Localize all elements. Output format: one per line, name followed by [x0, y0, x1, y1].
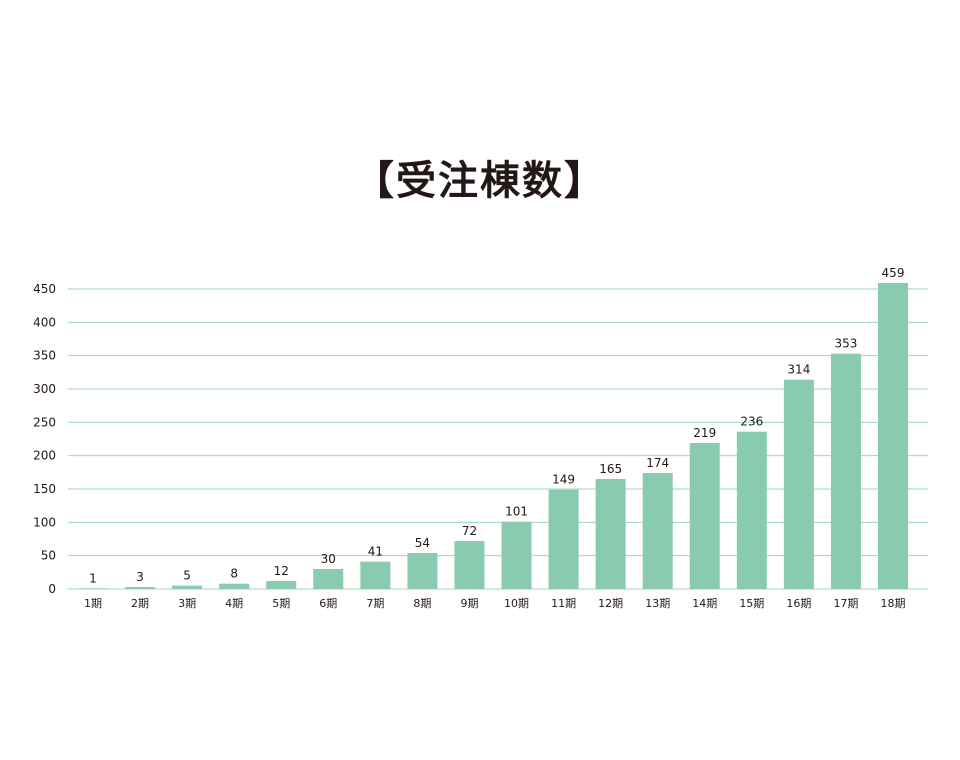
- data-label: 165: [599, 462, 622, 476]
- y-tick-label: 100: [33, 515, 56, 529]
- bar-7期: [360, 561, 391, 589]
- x-tick-label: 7期: [366, 597, 384, 610]
- bar-15期: [736, 431, 767, 589]
- x-tick-label: 12期: [598, 597, 623, 610]
- data-label: 5: [183, 569, 191, 583]
- bar-14期: [689, 443, 720, 589]
- data-label: 1: [89, 571, 97, 585]
- data-label: 41: [368, 545, 383, 559]
- data-label: 174: [646, 456, 669, 470]
- data-label: 101: [505, 505, 528, 519]
- bar-11期: [548, 489, 579, 589]
- x-tick-label: 6期: [319, 597, 337, 610]
- x-axis-ticks: 1期 2期 3期 4期 5期 6期 7期 8期 9期 10期 11期 12期 13期 14期 15期 16期 1…: [84, 597, 906, 610]
- x-tick-label: 9期: [460, 597, 478, 610]
- bar-18期: [878, 283, 908, 589]
- data-label: 30: [321, 552, 336, 566]
- x-tick-label: 3期: [178, 597, 196, 610]
- x-tick-label: 10期: [504, 597, 529, 610]
- x-tick-label: 11期: [551, 597, 576, 610]
- bar-5期: [266, 581, 297, 589]
- x-tick-label: 14期: [692, 597, 717, 610]
- bar-12期: [595, 479, 626, 589]
- x-tick-label: 4期: [225, 597, 243, 610]
- bar-13期: [642, 473, 673, 589]
- bar-9期: [454, 541, 485, 589]
- data-label: 149: [552, 473, 575, 487]
- y-tick-label: 250: [33, 415, 56, 429]
- y-tick-label: 150: [33, 482, 56, 496]
- x-tick-label: 17期: [833, 597, 858, 610]
- x-tick-label: 18期: [881, 597, 906, 610]
- y-tick-label: 0: [48, 582, 56, 596]
- data-label: 8: [230, 567, 238, 581]
- data-label: 72: [462, 524, 477, 538]
- bar-16期: [783, 379, 814, 589]
- bar-1期: [78, 588, 108, 589]
- chart-title: 【受注棟数】: [354, 158, 606, 204]
- y-axis-ticks: 0 50 100 150 200 250 300 350 400 450: [33, 282, 56, 596]
- x-tick-label: 5期: [272, 597, 290, 610]
- data-label: 12: [274, 564, 289, 578]
- data-label: 236: [740, 415, 763, 429]
- y-tick-label: 50: [41, 549, 56, 563]
- data-labels: 1 3 5 8 12 30 41 54 72 101 149 165 174 219 236 314 353 45…: [89, 266, 904, 585]
- bar-6期: [313, 569, 344, 589]
- bar-4期: [219, 583, 250, 589]
- x-tick-label: 8期: [413, 597, 431, 610]
- x-tick-label: 16期: [786, 597, 811, 610]
- bar-2期: [125, 587, 156, 589]
- bar-3期: [172, 585, 203, 589]
- data-label: 314: [787, 363, 810, 377]
- x-tick-label: 1期: [84, 597, 102, 610]
- x-tick-label: 13期: [645, 597, 670, 610]
- y-tick-label: 300: [33, 382, 56, 396]
- y-tick-label: 450: [33, 282, 56, 296]
- y-tick-label: 400: [33, 315, 56, 329]
- data-label: 219: [693, 426, 716, 440]
- y-tick-label: 200: [33, 449, 56, 463]
- x-tick-label: 2期: [131, 597, 149, 610]
- data-label: 353: [834, 337, 857, 351]
- bars: [78, 283, 908, 589]
- bar-10期: [501, 521, 532, 589]
- data-label: 3: [136, 570, 144, 584]
- x-tick-label: 15期: [739, 597, 764, 610]
- data-label: 54: [415, 536, 430, 550]
- data-label: 459: [882, 266, 905, 280]
- bar-17期: [830, 353, 861, 589]
- y-tick-label: 350: [33, 349, 56, 363]
- bar-8期: [407, 553, 438, 589]
